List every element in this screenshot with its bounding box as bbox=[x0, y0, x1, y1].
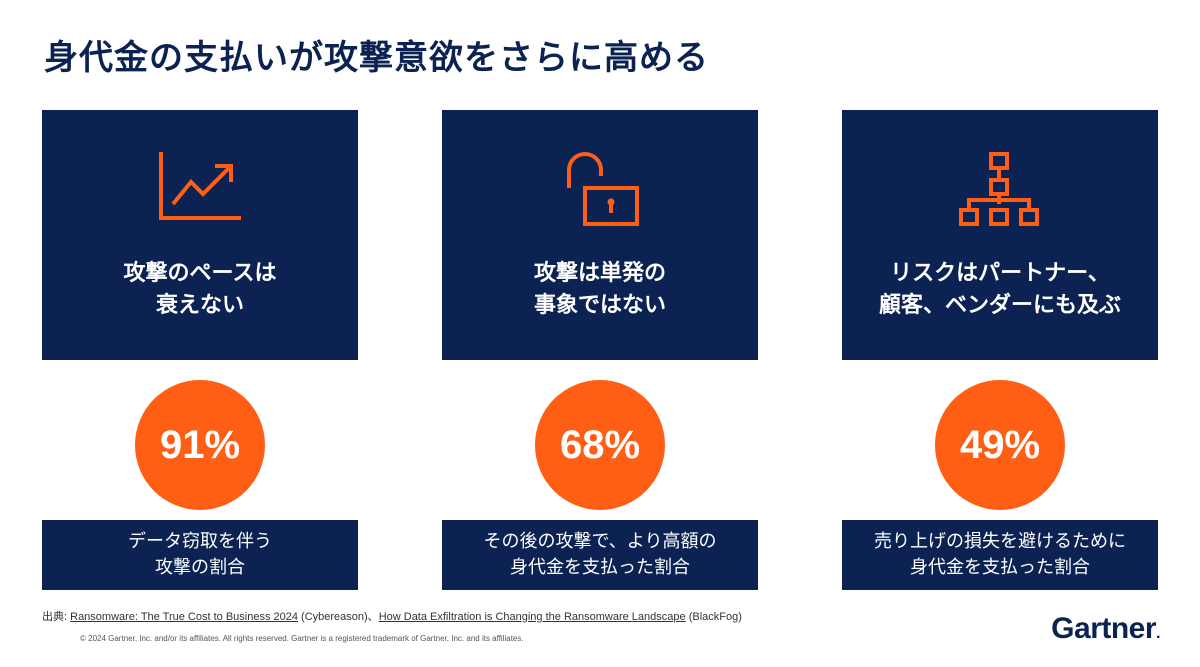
card-line-2: 顧客、ベンダーにも及ぶ bbox=[878, 293, 1121, 318]
stat-desc-line-1: データ窃取を伴う bbox=[128, 531, 272, 552]
logo-text: Gartner bbox=[1051, 612, 1157, 645]
source-link-blackfog[interactable]: How Data Exfiltration is Changing the Ra… bbox=[378, 611, 686, 623]
stat-description-3: 売り上げの損失を避けるために 身代金を支払った割合 bbox=[842, 520, 1158, 590]
card-line-2: 事象ではない bbox=[533, 293, 666, 318]
card-line-1: 攻撃のペースは bbox=[123, 261, 277, 286]
stat-description-1: データ窃取を伴う 攻撃の割合 bbox=[42, 520, 358, 590]
stat-desc-line-2: 身代金を支払った割合 bbox=[910, 557, 1090, 578]
gartner-logo: Gartner. bbox=[1051, 612, 1160, 646]
trend-up-icon bbox=[155, 148, 245, 228]
page-title: 身代金の支払いが攻撃意欲をさらに高める bbox=[44, 38, 709, 78]
card-partner-risk: リスクはパートナー、 顧客、ベンダーにも及ぶ bbox=[842, 110, 1158, 360]
hierarchy-icon bbox=[955, 148, 1045, 228]
stat-desc-line-2: 攻撃の割合 bbox=[155, 557, 245, 578]
stat-desc-line-1: 売り上げの損失を避けるために bbox=[874, 531, 1126, 552]
source-citation: 出典: Ransomware: The True Cost to Busines… bbox=[42, 608, 742, 624]
copyright-notice: © 2024 Gartner, Inc. and/or its affiliat… bbox=[80, 634, 524, 643]
card-attack-pace: 攻撃のペースは 衰えない bbox=[42, 110, 358, 360]
source-link-cybereason[interactable]: Ransomware: The True Cost to Business 20… bbox=[70, 611, 298, 623]
card-line-1: リスクはパートナー、 bbox=[890, 261, 1110, 286]
stat-circle-1: 91% bbox=[135, 380, 265, 510]
card-line-1: 攻撃は単発の bbox=[533, 261, 666, 286]
card-line-2: 衰えない bbox=[155, 293, 244, 318]
card-not-single-event: 攻撃は単発の 事象ではない bbox=[442, 110, 758, 360]
stat-description-2: その後の攻撃で、より高額の 身代金を支払った割合 bbox=[442, 520, 758, 590]
stat-circle-2: 68% bbox=[535, 380, 665, 510]
logo-dot: . bbox=[1156, 625, 1160, 642]
unlocked-padlock-icon bbox=[555, 148, 645, 228]
source-label: 出典: bbox=[42, 611, 68, 623]
stat-circle-3: 49% bbox=[935, 380, 1065, 510]
stat-desc-line-1: その後の攻撃で、より高額の bbox=[483, 531, 717, 552]
source-publisher-1: (Cybereason)、 bbox=[297, 611, 379, 623]
source-publisher-2: (BlackFog) bbox=[685, 611, 742, 623]
stat-desc-line-2: 身代金を支払った割合 bbox=[510, 557, 690, 578]
